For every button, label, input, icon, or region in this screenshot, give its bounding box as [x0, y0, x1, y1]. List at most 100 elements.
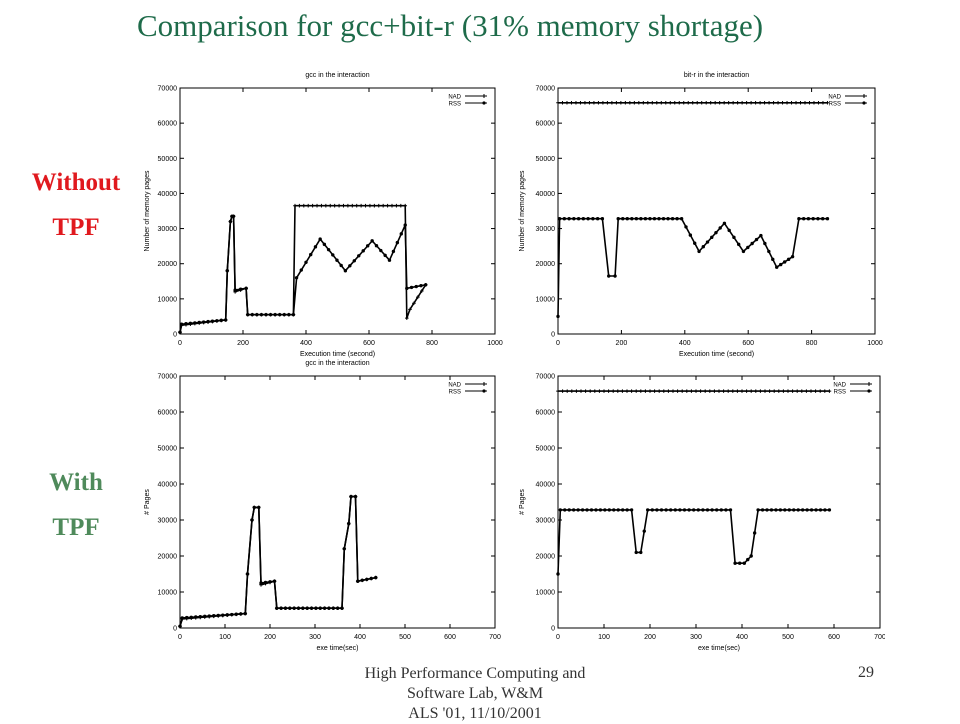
chart-bitr-without-tpf: bit-r in the interaction Execution time (…: [519, 72, 883, 358]
data-point: [807, 100, 812, 105]
data-point: [363, 203, 368, 208]
data-point: [670, 217, 675, 221]
data-point: [827, 389, 832, 393]
x-tick-label: 1000: [867, 340, 883, 347]
x-tick-label: 400: [679, 340, 691, 347]
data-point: [639, 389, 643, 393]
data-point: [343, 269, 348, 273]
data-point: [212, 614, 216, 618]
data-point: [403, 203, 408, 208]
data-point: [250, 312, 254, 317]
data-point: [611, 389, 615, 393]
y-tick-label: 10000: [536, 296, 556, 303]
data-point: [603, 508, 607, 512]
chart-title: gcc in the interaction: [305, 72, 369, 79]
data-point: [642, 529, 646, 533]
y-tick-label: 30000: [158, 518, 178, 525]
x-tick-label: 700: [874, 634, 885, 641]
data-point: [332, 203, 337, 208]
data-point: [792, 508, 796, 512]
data-point: [179, 322, 184, 326]
row-label-without-line2: TPF: [52, 214, 100, 241]
x-tick-label: 600: [828, 634, 840, 641]
data-point: [374, 575, 378, 580]
data-point: [684, 225, 688, 229]
plot-frame: [179, 87, 496, 335]
legend-label: RSS: [449, 390, 461, 396]
data-point: [689, 389, 694, 393]
data-point: [272, 579, 277, 583]
data-point: [327, 606, 331, 610]
data-point: [732, 235, 736, 240]
data-point: [223, 318, 228, 322]
data-point: [625, 508, 629, 512]
data-point: [695, 100, 700, 105]
data-point: [228, 219, 233, 224]
data-point: [741, 249, 746, 254]
data-point: [758, 389, 763, 393]
data-point: [740, 389, 744, 393]
data-point: [719, 508, 723, 512]
data-point: [414, 284, 418, 289]
data-point: [659, 100, 664, 105]
data-point: [569, 100, 574, 105]
data-point: [356, 579, 360, 583]
y-tick-label: 70000: [158, 374, 178, 381]
legend-label: NAD: [828, 95, 841, 101]
data-point: [821, 100, 825, 105]
page-number: 29: [858, 664, 874, 681]
data-point: [607, 274, 611, 278]
data-point: [659, 508, 664, 512]
data-point: [708, 389, 712, 393]
data-point: [594, 508, 598, 512]
legend-label: NAD: [448, 383, 461, 389]
data-point: [634, 217, 639, 221]
data-point: [687, 508, 691, 512]
data-point: [671, 389, 675, 393]
data-point: [215, 319, 219, 323]
data-point: [263, 580, 268, 585]
y-tick-label: 30000: [536, 226, 556, 233]
data-point: [301, 203, 306, 208]
data-point: [783, 508, 787, 512]
y-tick-label: 40000: [536, 482, 556, 489]
data-point: [335, 606, 340, 610]
data-point: [650, 508, 654, 512]
legend-marker: [867, 389, 871, 393]
chart-title: bit-r in the interaction: [684, 72, 749, 79]
data-point: [592, 100, 596, 105]
data-point: [782, 260, 787, 264]
legend-label: NAD: [448, 95, 461, 101]
y-tick-label: 40000: [158, 482, 178, 489]
data-point: [304, 260, 308, 265]
data-point: [801, 217, 806, 221]
data-point: [352, 259, 356, 263]
footer-line-2: Software Lab, W&M: [406, 685, 544, 702]
data-point: [567, 508, 571, 512]
data-point: [250, 518, 254, 522]
x-tick-label: 100: [598, 634, 610, 641]
data-point: [715, 508, 719, 512]
data-point: [588, 389, 592, 393]
data-point: [399, 232, 403, 236]
data-point: [652, 389, 657, 393]
legend-marker: [482, 389, 486, 393]
data-point: [291, 312, 296, 317]
x-tick-label: 600: [363, 340, 375, 347]
y-tick-label: 70000: [536, 374, 556, 381]
y-tick-label: 0: [551, 626, 555, 633]
x-tick-label: 300: [690, 634, 702, 641]
data-point: [816, 100, 821, 105]
data-point: [596, 100, 601, 105]
chart-bitr-with-tpf: exe time(sec) # Pages 0 100 200 300 400 500 600 7…: [519, 374, 885, 653]
data-point: [704, 100, 708, 105]
data-point: [825, 217, 830, 221]
data-point: [712, 389, 717, 393]
data-point: [574, 100, 578, 105]
series-line-rss: [557, 217, 828, 317]
data-point: [722, 100, 726, 105]
data-point: [664, 508, 668, 512]
data-point: [613, 274, 617, 278]
legend-label: RSS: [834, 390, 846, 396]
data-point: [726, 100, 731, 105]
